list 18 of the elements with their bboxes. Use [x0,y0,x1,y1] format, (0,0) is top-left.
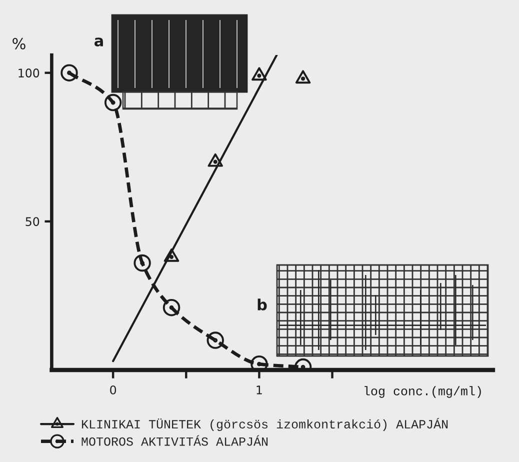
x-tick-label: 0 [110,385,116,394]
y-axis-title: % [12,38,26,50]
y-tick-label: 100 [18,68,40,78]
x-tick-label: 1 [256,386,262,394]
point [206,332,224,349]
legend-label: MOTOROS AKTIVITÁS ALAPJÁN [82,435,268,446]
point [208,153,223,167]
text: a [94,38,103,46]
y-tick-label: 50 [26,217,40,226]
point [134,254,151,272]
x-axis-title: log conc.(mg/ml) [364,386,481,398]
point [250,355,268,370]
point [162,298,180,316]
legend-label: KLINIKAI TÜNETEK (görcsös izomkontrakció) ALAPJÁN [82,418,448,432]
point [164,248,180,262]
point [295,70,311,84]
point [252,67,267,81]
annotation: b [258,298,267,310]
